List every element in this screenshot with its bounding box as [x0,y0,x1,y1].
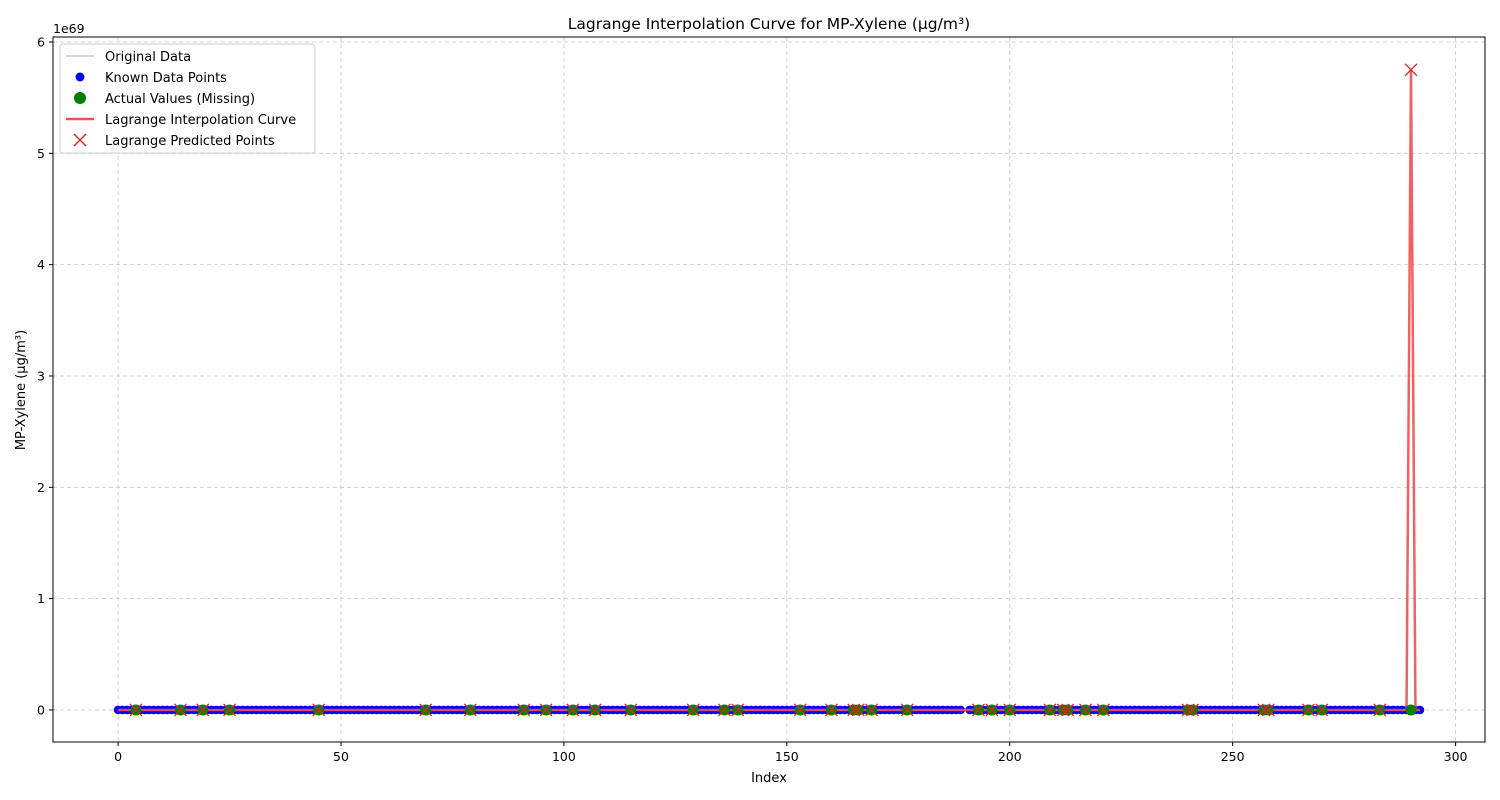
lagrange-predicted-point [851,703,865,717]
lagrange-predicted-point [1079,703,1092,717]
lagrange-predicted-point [566,703,580,717]
lagrange-predicted-point [824,703,838,717]
y-tick-label: 1 [37,591,45,606]
lagrange-predicted-point [1043,703,1057,717]
x-tick-label: 200 [998,749,1022,764]
y-tick-label: 2 [37,480,45,495]
x-tick-label: 250 [1221,749,1245,764]
lagrange-predicted-point [1315,703,1329,717]
legend-known-points: Known Data Points [105,71,227,86]
lagrange-predicted-point [312,703,326,717]
x-tick-label: 300 [1444,749,1468,764]
lagrange-predicted-point [624,703,638,717]
lagrange-predicted-point [793,703,807,717]
lagrange-predicted-point [847,703,861,717]
chart-title: Lagrange Interpolation Curve for MP-Xyle… [568,15,970,33]
actual-value-point [1405,704,1417,716]
lagrange-predicted-point [865,703,879,717]
lagrange-predicted-point [196,703,210,717]
legend-known-dot [75,72,85,82]
y-tick-label: 0 [37,702,45,717]
lagrange-predicted-point [129,703,143,717]
lagrange-predicted-point [1261,703,1275,717]
legend-actual-values: Actual Values (Missing) [105,92,255,107]
y-tick-label: 4 [37,257,45,272]
lagrange-predicted-point [463,703,477,717]
lagrange-predicted-point [1056,703,1070,717]
lagrange-predicted-point [900,703,914,717]
x-tick-label: 50 [333,749,349,764]
legend-predicted-points: Lagrange Predicted Points [105,134,275,149]
legend-missing-dot [74,92,86,104]
ticks: 0 50 100 150 200 250 300 0 1 2 3 4 5 6 [37,35,1468,764]
lagrange-predicted-point [985,703,999,717]
lagrange-predicted-point [539,703,553,717]
lagrange-predicted-point [588,703,602,717]
y-tick-label: 3 [37,368,45,383]
y-tick-label: 5 [37,146,45,161]
x-tick-label: 0 [114,749,122,764]
legend-original-data: Original Data [105,50,191,65]
x-axis-label: Index [751,771,787,786]
y-axis-label: MP-Xylene (µg/m³) [14,330,29,450]
lagrange-predicted-point [1257,703,1271,717]
legend-box [59,43,316,154]
lagrange-predicted-point [174,703,187,717]
legend-lagrange-curve: Lagrange Interpolation Curve [105,113,296,128]
lagrange-predicted-point [1003,703,1017,717]
x-tick-label: 150 [775,749,799,764]
lagrange-predicted-point [686,703,700,717]
lagrange-predicted-point [1061,703,1075,717]
legend-x-marker [73,133,87,147]
x-tick-label: 100 [552,749,576,764]
plot-area [113,63,1425,717]
axes-frame [52,36,1486,743]
y-offset-text: 1e69 [53,21,85,36]
lagrange-predicted-point [1096,703,1110,717]
lagrange-predicted-point [717,703,731,717]
lagrange-predicted-point [419,703,433,717]
lagrange-predicted-point [1186,703,1199,717]
lagrange-predicted-point [1181,703,1195,717]
legend: Original Data Known Data Points Actual V… [59,43,316,154]
lagrange-predicted-point [517,703,531,717]
lagrange-predicted-point [972,703,985,717]
lagrange-predicted-point [1301,703,1315,717]
y-tick-label: 6 [37,35,45,50]
lagrange-predicted-point [731,703,745,717]
lagrange-predicted-point [223,703,237,717]
lagrange-predicted-point [1373,703,1387,717]
lagrange-predicted-point [1404,63,1418,77]
